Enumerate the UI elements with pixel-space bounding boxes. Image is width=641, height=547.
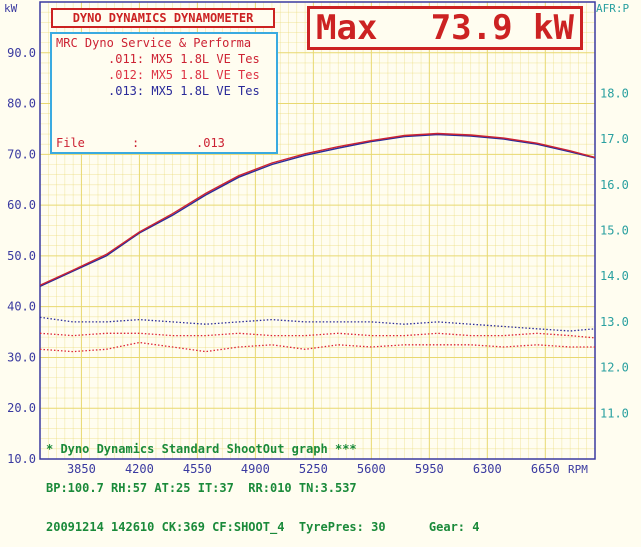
x-tick-label: 6650 <box>531 462 560 476</box>
left-axis-unit: kW <box>4 2 18 15</box>
x-tick-label: 5600 <box>357 462 386 476</box>
dyno-title: DYNO DYNAMICS DYNAMOMETER <box>72 11 254 25</box>
series-line-4 <box>39 341 595 353</box>
legend-run-011: .011: MX5 1.8L VE Tes <box>108 52 260 66</box>
legend-file-label: File <box>56 136 85 150</box>
y-tick-label: 40.0 <box>7 300 36 314</box>
series-line-1 <box>39 132 596 286</box>
footer-info: * Dyno Dynamics Standard ShootOut graph … <box>46 417 479 547</box>
y-tick-label: 10.0 <box>7 452 36 466</box>
x-tick-label: 4550 <box>183 462 212 476</box>
x-tick-label: 4900 <box>241 462 270 476</box>
y2-tick-label: 11.0 <box>600 406 629 420</box>
legend-run-012: .012: MX5 1.8L VE Tes <box>108 68 260 82</box>
x-tick-label: 3850 <box>67 462 96 476</box>
y-tick-label: 70.0 <box>7 147 36 161</box>
chart-series <box>39 132 596 353</box>
x-tick-label: 5250 <box>299 462 328 476</box>
y2-tick-label: 13.0 <box>600 315 629 329</box>
chart-ticks: 10.0 20.0 30.0 40.0 50.0 60.0 70.0 80.0 90.0 11.0… <box>7 46 629 476</box>
series-line-0 <box>39 133 596 288</box>
max-power-box: Max 73.9 kW <box>307 6 583 50</box>
dyno-title-box: DYNO DYNAMICS DYNAMOMETER <box>51 8 275 28</box>
y2-tick-label: 12.0 <box>600 361 629 375</box>
legend-box: MRC Dyno Service & Performa .011: MX5 1.… <box>50 32 278 154</box>
plot-frame <box>39 1 596 460</box>
legend-file-value: .013 <box>196 136 225 150</box>
y-tick-label: 50.0 <box>7 249 36 263</box>
y-tick-label: 60.0 <box>7 198 36 212</box>
y2-tick-label: 14.0 <box>600 269 629 283</box>
y-tick-label: 20.0 <box>7 401 36 415</box>
x-tick-label: 6300 <box>473 462 502 476</box>
x-axis-unit: RPM <box>568 463 588 476</box>
legend-heading: MRC Dyno Service & Performa <box>56 36 252 50</box>
legend-file-sep: : <box>132 136 140 150</box>
max-label: Max <box>316 8 378 48</box>
y-tick-label: 30.0 <box>7 350 36 364</box>
y2-tick-label: 18.0 <box>600 86 629 100</box>
right-axis-unit: AFR:P <box>596 2 629 15</box>
legend-run-013: .013: MX5 1.8L VE Tes <box>108 84 260 98</box>
y2-tick-label: 16.0 <box>600 178 629 192</box>
y2-tick-label: 15.0 <box>600 224 629 238</box>
y-tick-label: 90.0 <box>7 46 36 60</box>
max-value: 73.9 kW <box>430 8 574 48</box>
x-tick-label: 4200 <box>125 462 154 476</box>
footer-line-1: * Dyno Dynamics Standard ShootOut graph … <box>46 442 357 456</box>
y-tick-label: 80.0 <box>7 97 36 111</box>
footer-line-2: BP:100.7 RH:57 AT:25 IT:37 RR:010 TN:3.5… <box>46 481 357 495</box>
x-tick-label: 5950 <box>415 462 444 476</box>
dyno-chart: 10.0 20.0 30.0 40.0 50.0 60.0 70.0 80.0 90.0 11.0… <box>4 1 629 476</box>
footer-line-3: 20091214 142610 CK:369 CF:SHOOT_4 TyrePr… <box>46 520 480 534</box>
series-line-3 <box>39 332 596 339</box>
y2-tick-label: 17.0 <box>600 132 629 146</box>
